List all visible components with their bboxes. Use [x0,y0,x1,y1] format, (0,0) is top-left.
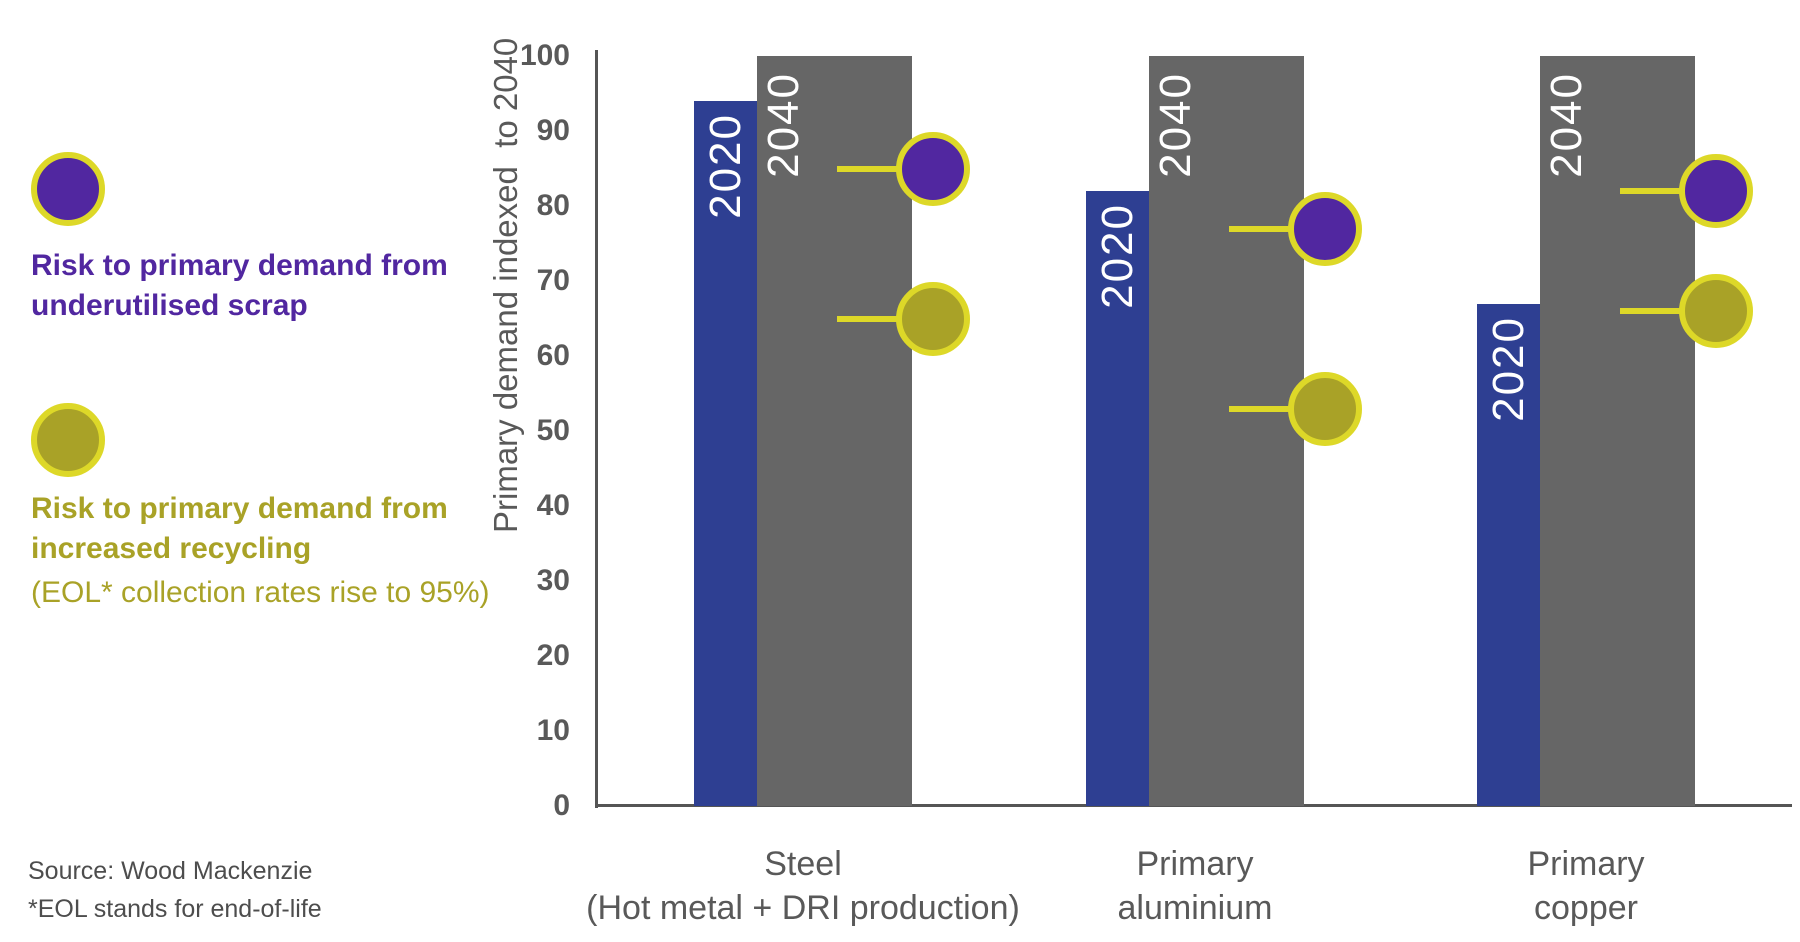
y-tick-label-60: 60 [536,339,570,372]
scrap-risk-legend-marker-icon [31,152,105,226]
y-tick-label-100: 100 [519,39,570,72]
bar-2020-copper: 2020 [1477,303,1540,806]
stem-recycling-risk-aluminium [1229,405,1325,412]
stem-scrap-risk-steel [837,165,933,172]
bar-2040-steel: 2040 [757,56,912,806]
y-tick-label-20: 20 [536,639,570,672]
bar-2040-copper: 2040 [1540,56,1695,806]
bar-year-label-2020-aluminium: 2020 [1092,203,1142,309]
marker-scrap-risk-aluminium [1288,191,1362,266]
bar-year-label-2040-steel: 2040 [759,72,808,178]
y-tick-label-70: 70 [536,264,570,297]
bar-2040-aluminium: 2040 [1149,56,1304,806]
recycling-risk-legend-note: (EOL* collection rates rise to 95%) [31,576,490,609]
x-category-label-copper: Primary copper [1527,845,1645,927]
stem-recycling-risk-steel [837,315,933,322]
stem-scrap-risk-copper [1620,188,1716,194]
bar-year-label-2020-copper: 2020 [1483,315,1533,422]
y-tick-label-80: 80 [536,189,570,222]
marker-recycling-risk-copper [1679,274,1753,348]
y-tick-label-40: 40 [536,489,570,522]
bar-year-label-2020-steel: 2020 [700,113,750,219]
marker-recycling-risk-aluminium [1288,371,1362,446]
x-category-label-steel: Steel (Hot metal + DRI production) [586,845,1020,927]
y-tick-label-30: 30 [536,564,570,597]
y-tick-label-50: 50 [536,414,570,447]
y-tick-label-10: 10 [536,714,570,747]
footnotes: Source: Wood Mackenzie *EOL stands for e… [28,852,322,928]
bar-2020-aluminium: 2020 [1086,191,1149,806]
marker-scrap-risk-steel [896,131,970,206]
bar-2020-steel: 2020 [694,101,757,806]
stem-scrap-risk-aluminium [1229,225,1325,232]
eol-footnote: *EOL stands for end-of-life [28,895,322,923]
source-note: Source: Wood Mackenzie [28,857,313,885]
y-axis-line [595,50,598,808]
stem-recycling-risk-copper [1620,308,1716,314]
bar-year-label-2040-copper: 2040 [1542,72,1591,178]
recycling-risk-legend-marker-icon [31,403,105,477]
x-category-label-aluminium: Primary aluminium [1117,845,1273,927]
y-tick-label-90: 90 [536,114,570,147]
recycling-risk-legend-label: Risk to primary demand from increased rec… [31,492,448,565]
marker-recycling-risk-steel [896,281,970,356]
y-tick-label-0: 0 [553,789,570,822]
marker-scrap-risk-copper [1679,154,1753,228]
scrap-risk-legend-label: Risk to primary demand from underutilised… [31,249,448,322]
bar-year-label-2040-aluminium: 2040 [1151,72,1200,178]
